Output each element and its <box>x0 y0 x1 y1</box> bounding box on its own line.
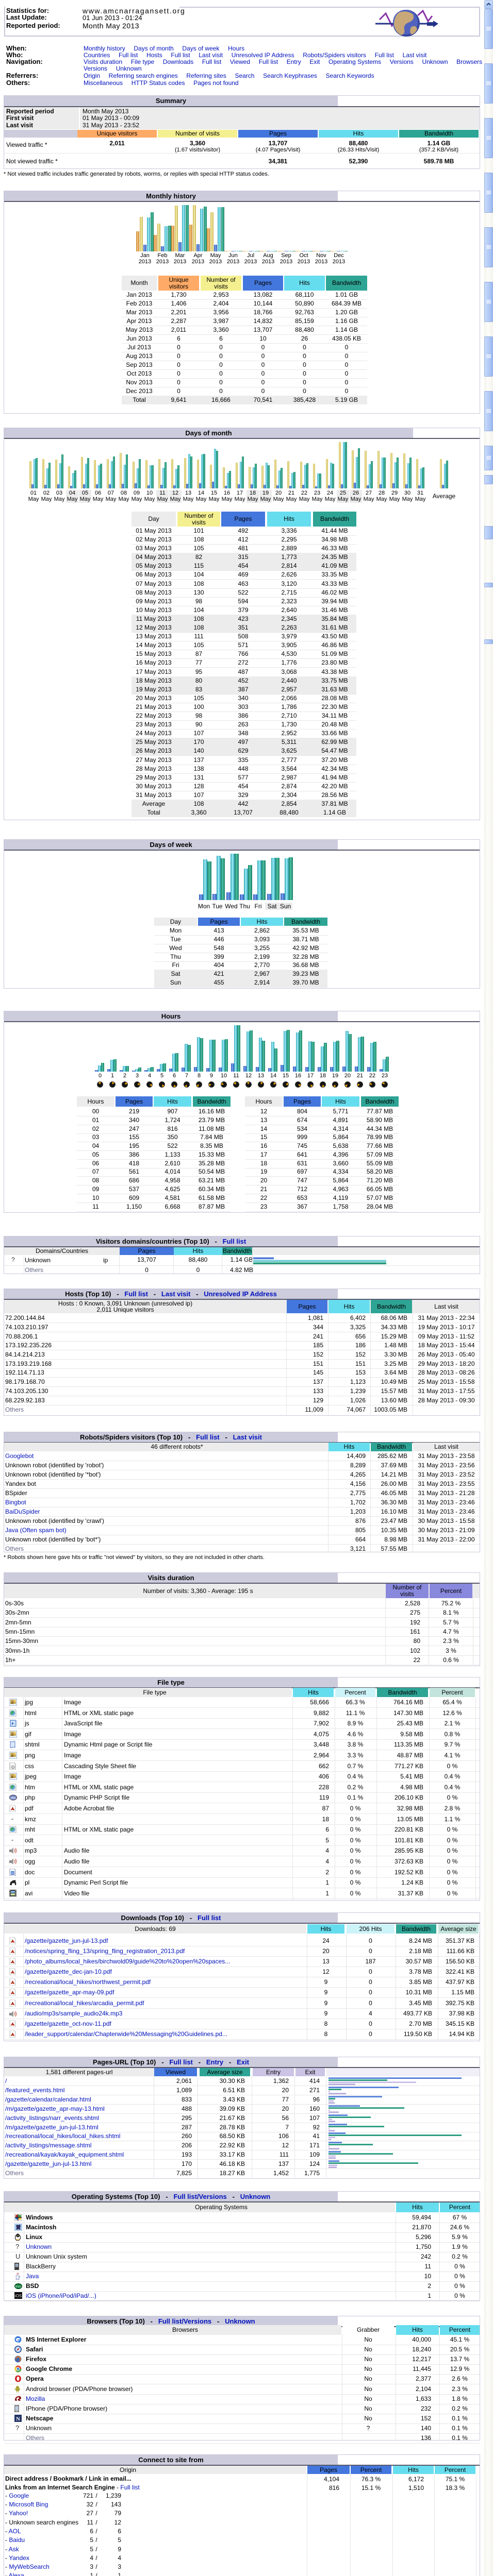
svg-text:php: php <box>10 1797 16 1800</box>
svg-text:BSD: BSD <box>15 2285 21 2289</box>
svg-text:W: W <box>11 1872 14 1875</box>
svg-text:iOS: iOS <box>15 2294 22 2298</box>
svg-text:N: N <box>16 2416 20 2422</box>
